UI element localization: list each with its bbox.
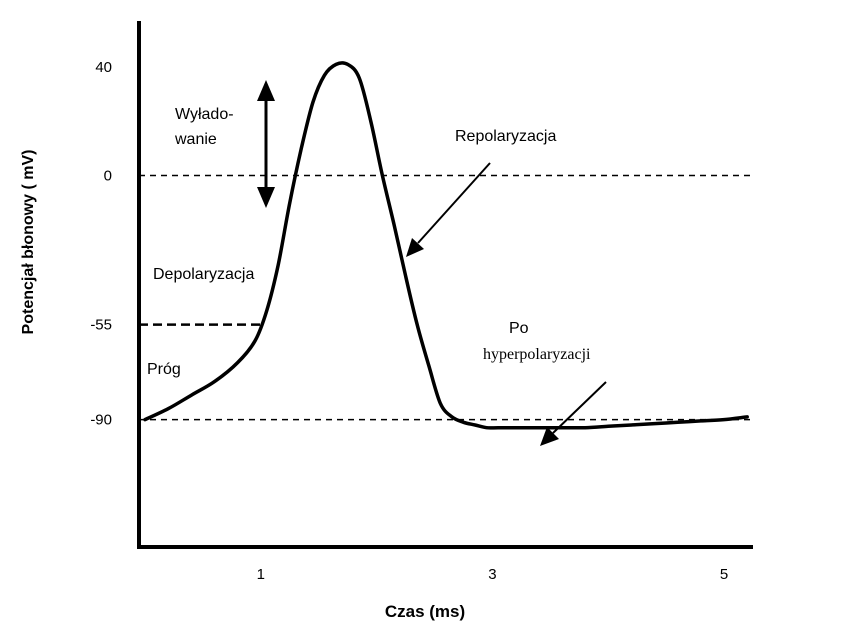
annotation-depolarization: Depolaryzacja: [153, 266, 254, 283]
annotation-threshold: Próg: [147, 361, 181, 378]
x-axis-label: Czas (ms): [385, 602, 465, 621]
annotation-repolarization: Repolaryzacja: [455, 128, 556, 145]
y-tick-label: 40: [95, 59, 112, 76]
annotation-after-hyper-line2: hyperpolaryzacji: [483, 346, 591, 363]
axes: [137, 21, 753, 549]
x-tick-label: 1: [257, 566, 265, 583]
y-tick-label: -55: [90, 317, 112, 334]
y-tick-label: -90: [90, 412, 112, 429]
y-tick-label: 0: [104, 168, 112, 185]
x-tick-label: 3: [488, 566, 496, 583]
y-axis-label: Potencjał błonowy ( mV): [20, 150, 37, 335]
annotation-discharge-line1: Wyłado-: [175, 106, 234, 123]
x-tick-labels: 1 3 5: [257, 566, 729, 583]
y-tick-labels: 40 0 -55 -90: [90, 59, 112, 428]
annotation-discharge-line2: wanie: [174, 131, 217, 148]
membrane-potential-curve: [143, 61, 749, 430]
repolarization-arrow: [406, 162, 491, 257]
x-tick-label: 5: [720, 566, 728, 583]
discharge-arrow: [257, 80, 275, 208]
after-hyper-arrow: [540, 381, 607, 446]
annotation-after-hyper-line1: Po: [509, 320, 529, 337]
reference-lines: [139, 174, 755, 421]
